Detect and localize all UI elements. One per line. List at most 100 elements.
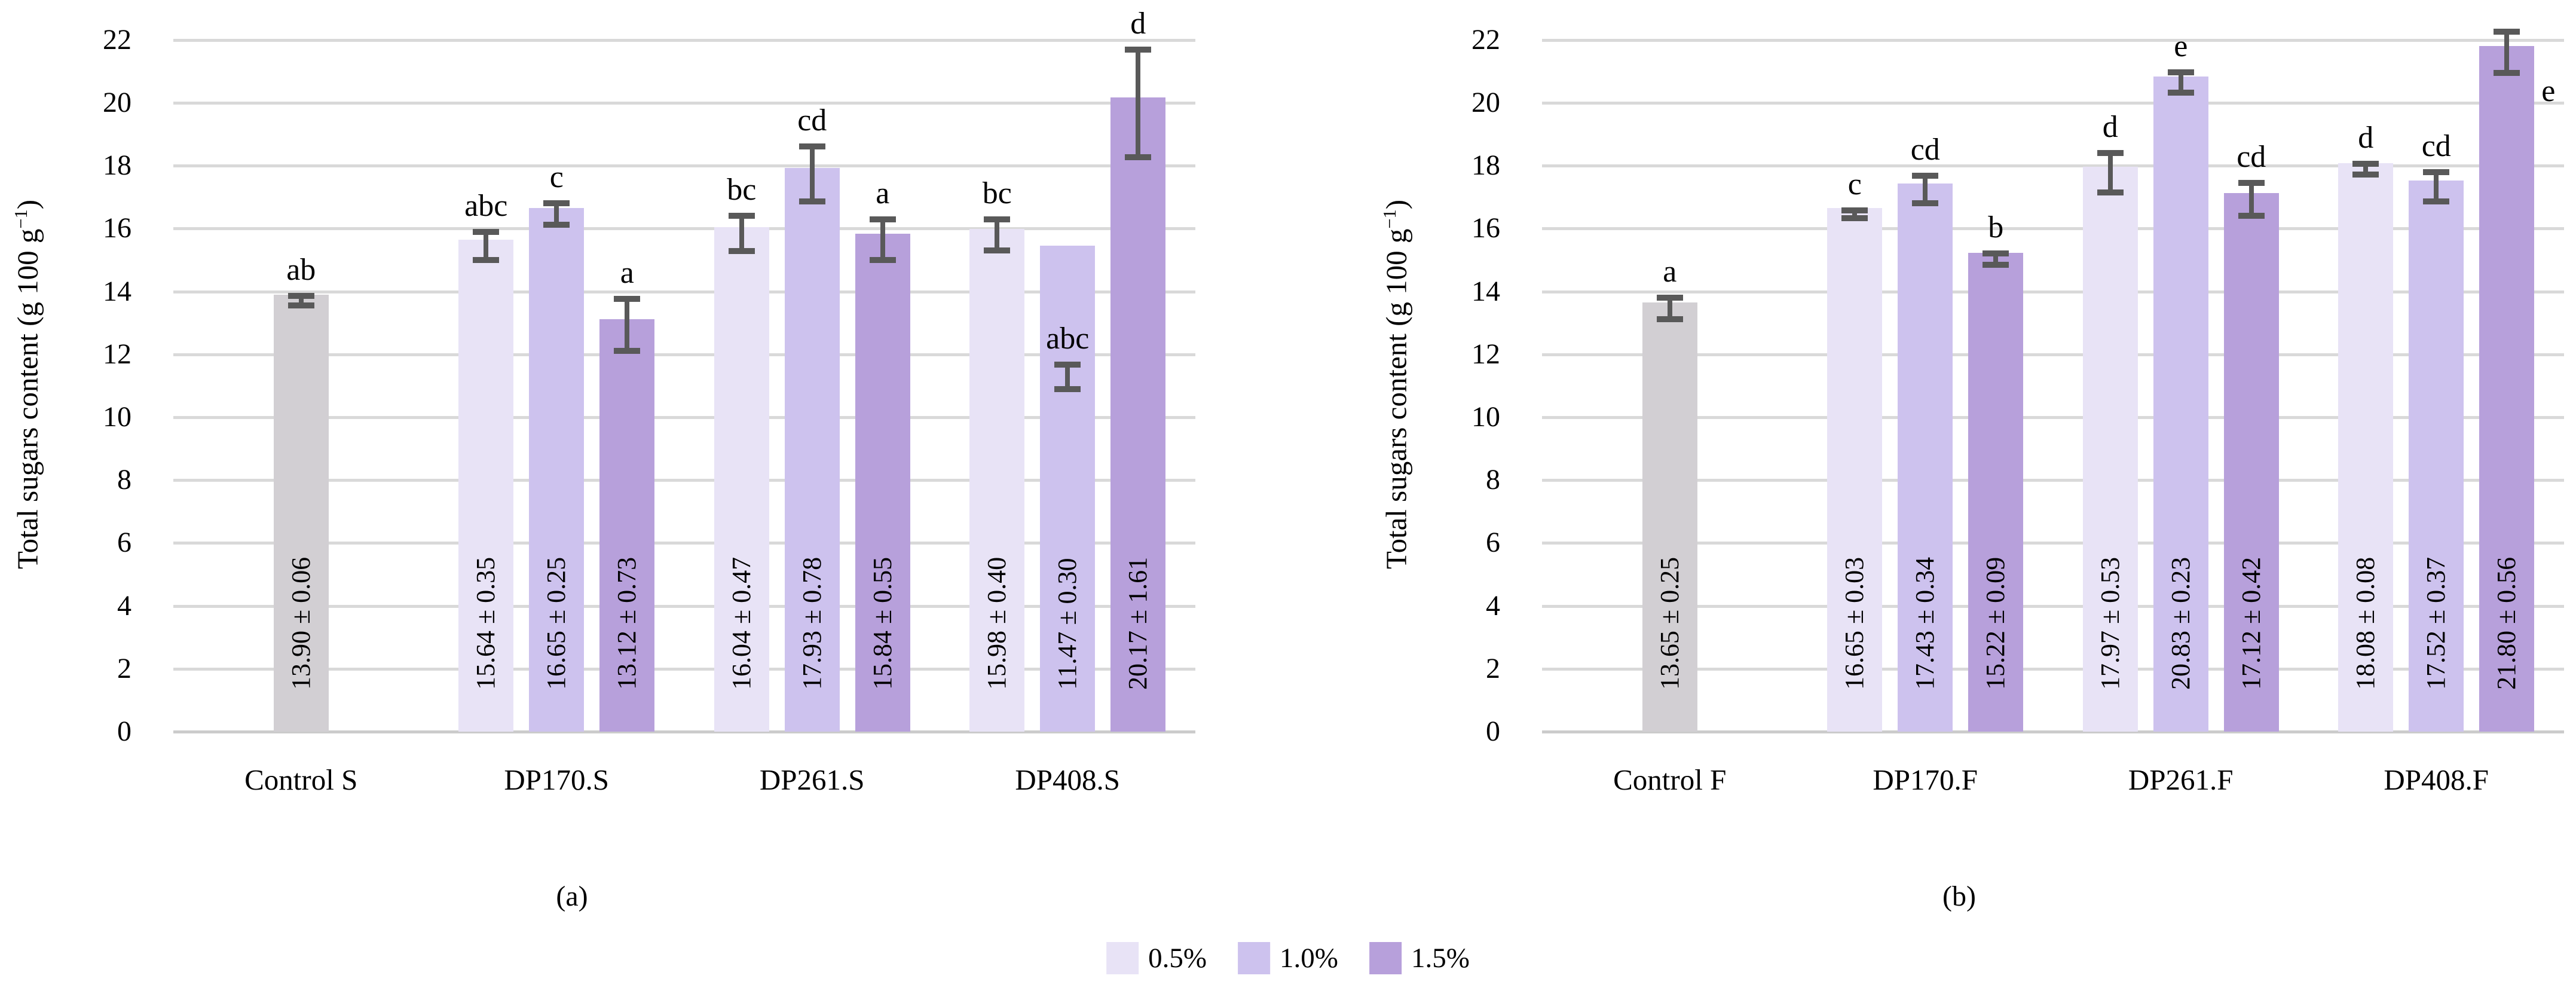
legend-swatch-1.5-icon — [1369, 942, 1402, 974]
error-bar — [614, 296, 641, 354]
y-axis-tick-label: 14 — [103, 275, 131, 307]
error-bar — [728, 212, 755, 254]
y-axis-tick-label: 20 — [103, 87, 131, 118]
gridline — [173, 730, 1195, 733]
gridline — [1542, 353, 2564, 356]
bar-value-label: 15.98 ± 0.40 — [982, 556, 1012, 690]
error-bar — [287, 292, 314, 308]
significance-letter: d — [2102, 109, 2118, 144]
error-bar — [1656, 294, 1683, 323]
bar-value-label: 17.43 ± 0.34 — [1910, 556, 1940, 690]
y-axis-tick-label: 6 — [117, 527, 131, 559]
gridline — [173, 416, 1195, 419]
bar-value-label: 13.65 ± 0.25 — [1654, 556, 1684, 690]
legend: 0.5% 1.0% 1.5% — [1106, 942, 1470, 974]
gridline — [1542, 290, 2564, 293]
gridline — [173, 290, 1195, 293]
legend-label: 1.0% — [1280, 943, 1338, 974]
y-axis-tick-label: 10 — [1471, 401, 1500, 433]
bar-1.5%: 15.22 ± 0.09 — [1968, 253, 2024, 732]
y-axis-tick-label: 18 — [103, 149, 131, 182]
bar-0.5%: 17.97 ± 0.53 — [2082, 166, 2138, 732]
y-axis-title-superscript: −1 — [11, 209, 32, 229]
legend-label: 0.5% — [1148, 943, 1207, 974]
gridline — [1542, 164, 2564, 168]
gridline — [173, 102, 1195, 105]
y-axis-tick-label: 12 — [1471, 338, 1500, 370]
error-bar — [2097, 149, 2124, 195]
gridline — [1542, 730, 2564, 733]
gridline — [1542, 102, 2564, 105]
y-axis-tick-label: 22 — [103, 23, 131, 56]
y-axis-tick-label: 6 — [1486, 527, 1500, 559]
legend-swatch-0.5-icon — [1106, 942, 1139, 974]
bar-control: 13.65 ± 0.25 — [1642, 302, 1697, 732]
significance-letter: abc — [464, 188, 508, 223]
x-axis-category-label: DP261.S — [759, 763, 865, 796]
significance-letter: cd — [797, 103, 827, 137]
x-axis-category-label: DP261.F — [2128, 763, 2234, 796]
y-axis-title: Total sugars content (g 100 g−1) — [1379, 200, 1414, 569]
gridline — [173, 164, 1195, 168]
legend-label: 1.5% — [1411, 943, 1470, 974]
significance-letter: cd — [1910, 133, 1940, 167]
gridline — [1542, 604, 2564, 608]
significance-letter: abc — [1046, 321, 1090, 356]
y-axis-tick-label: 4 — [117, 589, 131, 622]
bar-1.5%: 15.84 ± 0.55 — [855, 233, 910, 732]
error-bar — [1983, 250, 2009, 268]
bar-value-label: 17.12 ± 0.42 — [2236, 556, 2266, 690]
significance-letter: cd — [2237, 140, 2266, 175]
gridline — [173, 542, 1195, 545]
gridline — [1542, 227, 2564, 231]
y-axis-tick-label: 8 — [1486, 464, 1500, 496]
y-axis-tick-label: 0 — [117, 715, 131, 747]
error-bar — [799, 143, 825, 204]
y-axis-tick-label: 8 — [117, 464, 131, 496]
gridline — [173, 604, 1195, 608]
bar-control: 13.90 ± 0.06 — [273, 294, 329, 732]
bar-1.0%: 17.43 ± 0.34 — [1898, 184, 1953, 732]
bar-0.5%: 18.08 ± 0.08 — [2338, 163, 2394, 732]
gridline — [173, 38, 1195, 42]
bar-value-label: 17.97 ± 0.53 — [2095, 556, 2125, 690]
y-axis-tick-label: 16 — [103, 212, 131, 244]
significance-letter: ab — [286, 252, 316, 287]
bar-1.5%: 21.80 ± 0.56 — [2479, 46, 2535, 732]
panel-caption: (a) — [556, 880, 588, 912]
error-bar — [473, 228, 500, 263]
bar-1.0%: 16.65 ± 0.25 — [529, 208, 585, 732]
bar-value-label: 16.04 ± 0.47 — [726, 556, 756, 690]
significance-letter: bc — [982, 176, 1012, 211]
y-axis-tick-label: 4 — [1486, 589, 1500, 622]
gridline — [1542, 416, 2564, 419]
bar-value-label: 18.08 ± 0.08 — [2351, 556, 2381, 690]
y-axis-title-text: Total sugars content (g 100 g — [11, 228, 44, 570]
y-axis-tick-label: 2 — [117, 652, 131, 684]
bar-0.5%: 16.65 ± 0.03 — [1827, 208, 1883, 732]
gridline — [173, 353, 1195, 356]
x-axis-category-label: DP408.S — [1015, 763, 1121, 796]
bar-value-label: 17.93 ± 0.78 — [797, 556, 827, 690]
significance-letter: e — [2541, 74, 2556, 109]
y-axis-tick-label: 14 — [1471, 275, 1500, 307]
y-axis-title-text: ) — [11, 200, 44, 210]
y-axis-tick-label: 10 — [103, 401, 131, 433]
bar-1.0%: 11.47 ± 0.30 — [1040, 246, 1096, 732]
bar-value-label: 17.52 ± 0.37 — [2421, 556, 2451, 690]
y-axis-title: Total sugars content (g 100 g−1) — [11, 200, 45, 569]
bar-1.5%: 17.12 ± 0.42 — [2223, 193, 2279, 732]
bar-0.5%: 15.64 ± 0.35 — [458, 240, 514, 732]
significance-letter: c — [549, 160, 564, 195]
bar-1.0%: 17.52 ± 0.37 — [2409, 181, 2464, 732]
legend-swatch-1.0-icon — [1238, 942, 1271, 974]
y-axis-tick-label: 12 — [103, 338, 131, 370]
bar-0.5%: 16.04 ± 0.47 — [714, 227, 769, 732]
significance-letter: d — [1130, 7, 1146, 41]
error-bar — [869, 216, 896, 263]
bar-value-label: 16.65 ± 0.25 — [541, 556, 571, 690]
significance-letter: d — [2358, 120, 2374, 155]
y-axis-tick-label: 22 — [1471, 23, 1500, 56]
y-axis-title-text: Total sugars content (g 100 g — [1379, 228, 1413, 570]
